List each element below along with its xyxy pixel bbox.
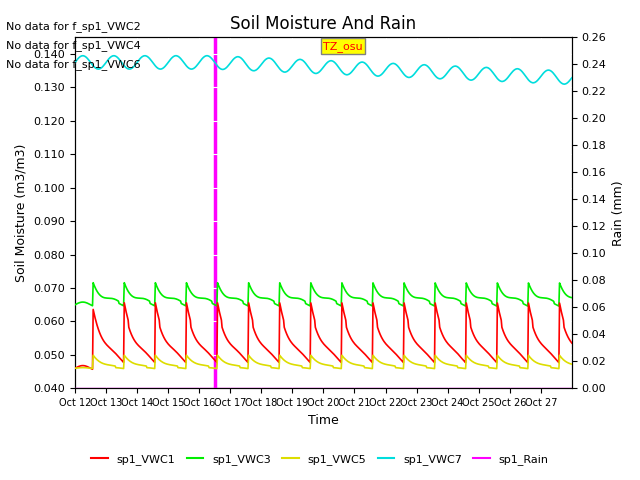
Y-axis label: Soil Moisture (m3/m3): Soil Moisture (m3/m3) xyxy=(15,144,28,282)
Text: TZ_osu: TZ_osu xyxy=(323,41,363,51)
Legend: sp1_VWC1, sp1_VWC3, sp1_VWC5, sp1_VWC7, sp1_Rain: sp1_VWC1, sp1_VWC3, sp1_VWC5, sp1_VWC7, … xyxy=(87,450,553,469)
X-axis label: Time: Time xyxy=(308,414,339,427)
Text: No data for f_sp1_VWC2: No data for f_sp1_VWC2 xyxy=(6,21,141,32)
Title: Soil Moisture And Rain: Soil Moisture And Rain xyxy=(230,15,417,33)
Text: No data for f_sp1_VWC4: No data for f_sp1_VWC4 xyxy=(6,40,141,51)
Text: No data for f_sp1_VWC6: No data for f_sp1_VWC6 xyxy=(6,59,141,70)
Y-axis label: Rain (mm): Rain (mm) xyxy=(612,180,625,246)
